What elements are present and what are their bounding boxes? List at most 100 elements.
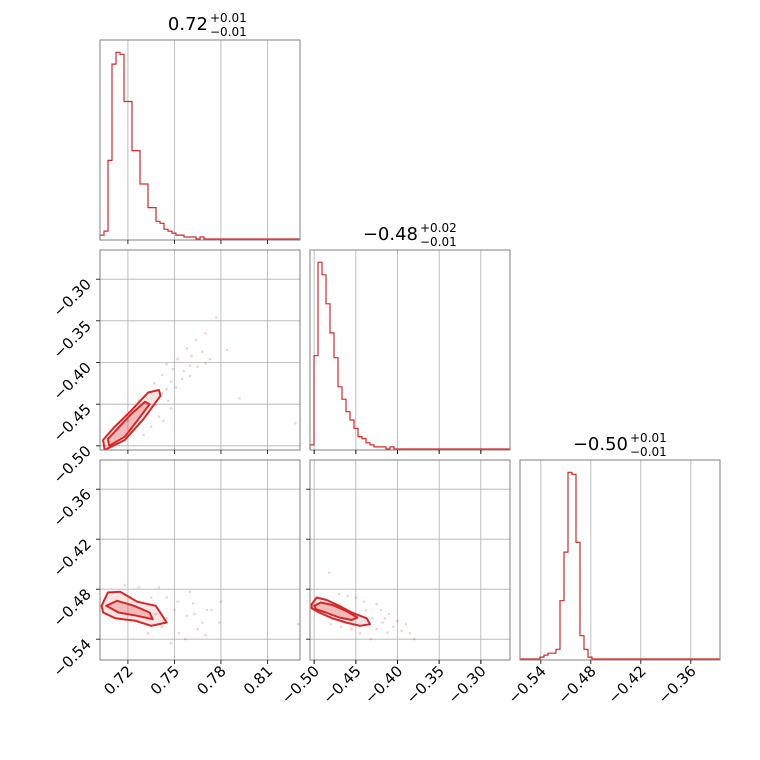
scatter-point: [294, 422, 297, 425]
scatter-point: [123, 583, 127, 587]
scatter-point: [297, 622, 300, 626]
panel-background: [310, 250, 510, 450]
scatter-point: [219, 600, 223, 603]
scatter-point: [170, 642, 173, 645]
pair-panel-0-2: [99, 459, 301, 661]
scatter-point: [408, 632, 412, 635]
scatter-point: [160, 392, 164, 395]
scatter-point: [149, 425, 153, 428]
scatter-point: [170, 380, 173, 383]
scatter-point: [383, 617, 387, 620]
scatter-point: [350, 627, 353, 631]
scatter-point: [177, 632, 181, 635]
panel-frame: [99, 39, 301, 241]
scatter-point: [204, 362, 207, 365]
scatter-point: [354, 596, 358, 599]
scatter-point: [400, 629, 403, 633]
scatter-point: [375, 602, 378, 606]
scatter-point: [214, 316, 218, 319]
histogram-title-0: 0.72 +0.01−0.01: [168, 11, 247, 39]
scatter-point: [157, 586, 161, 589]
panel-background: [310, 460, 510, 660]
scatter-point: [238, 397, 241, 400]
pair-panel-0-1: [99, 249, 301, 451]
panel-background: [520, 460, 720, 660]
scatter-point: [218, 621, 221, 624]
scatter-point: [165, 617, 168, 620]
histogram-step-1: [309, 261, 510, 450]
scatter-point: [170, 407, 173, 410]
title-plus: +0.02: [420, 221, 457, 235]
scatter-point: [210, 608, 213, 612]
histogram-panel-0: [99, 39, 301, 241]
scatter-point: [165, 387, 168, 391]
scatter-point: [188, 590, 192, 593]
title-plus: +0.01: [210, 11, 247, 25]
scatter-point: [329, 622, 333, 626]
scatter-point: [176, 600, 179, 603]
panel-frame: [99, 249, 301, 451]
scatter-point: [327, 571, 331, 574]
panel-background: [100, 250, 300, 450]
scatter-point: [165, 362, 168, 366]
scatter-point: [208, 357, 212, 361]
scatter-point: [201, 621, 204, 624]
histogram-panel-2: [519, 459, 721, 661]
scatter-point: [404, 622, 408, 626]
panel-frame: [519, 459, 721, 661]
panel-frame: [99, 459, 301, 661]
scatter-point: [362, 600, 366, 603]
scatter-point: [412, 637, 416, 641]
scatter-point: [185, 347, 189, 350]
scatter-point: [190, 354, 193, 358]
pair-content: [100, 583, 300, 645]
title-median: −0.48: [363, 224, 418, 245]
panel-background: [100, 40, 300, 240]
scatter-point: [165, 596, 168, 599]
scatter-point: [174, 386, 178, 389]
scatter-point: [379, 608, 383, 612]
scatter-point: [154, 612, 158, 616]
scatter-point: [185, 614, 189, 618]
scatter-point: [369, 637, 373, 641]
scatter-point: [183, 637, 187, 641]
pair-content: [102, 316, 297, 450]
histogram-panel-1: [309, 249, 511, 451]
scatter-point: [339, 625, 343, 628]
scatter-point: [191, 602, 195, 605]
contour-inner: [106, 400, 151, 447]
pair-content: [310, 571, 416, 641]
scatter-point: [137, 586, 141, 589]
scatter-point: [193, 612, 196, 616]
scatter-point: [225, 348, 229, 352]
scatter-point: [173, 608, 176, 612]
scatter-point: [337, 592, 341, 596]
contour-inner: [105, 599, 154, 621]
scatter-point: [166, 399, 170, 403]
scatter-point: [364, 608, 368, 612]
panel-frame: [309, 249, 511, 451]
scatter-point: [194, 338, 198, 342]
scatter-point: [152, 382, 156, 385]
scatter-point: [396, 619, 399, 623]
title-median: −0.50: [573, 434, 628, 455]
contour-inner: [313, 601, 359, 621]
scatter-point: [204, 332, 207, 335]
scatter-point: [371, 617, 374, 620]
scatter-point: [126, 419, 130, 423]
title-minus: −0.01: [420, 235, 457, 249]
panel-background: [100, 460, 300, 660]
contour-outer: [102, 389, 162, 450]
scatter-point: [142, 433, 145, 437]
title-plus: +0.01: [630, 431, 667, 445]
scatter-point: [205, 608, 209, 612]
scatter-point: [386, 631, 389, 634]
scatter-point: [157, 415, 161, 418]
scatter-point: [160, 373, 164, 377]
scatter-point: [160, 625, 164, 628]
title-minus: −0.01: [630, 445, 667, 459]
scatter-point: [188, 374, 192, 378]
scatter-point: [387, 612, 391, 616]
scatter-point: [180, 377, 184, 381]
